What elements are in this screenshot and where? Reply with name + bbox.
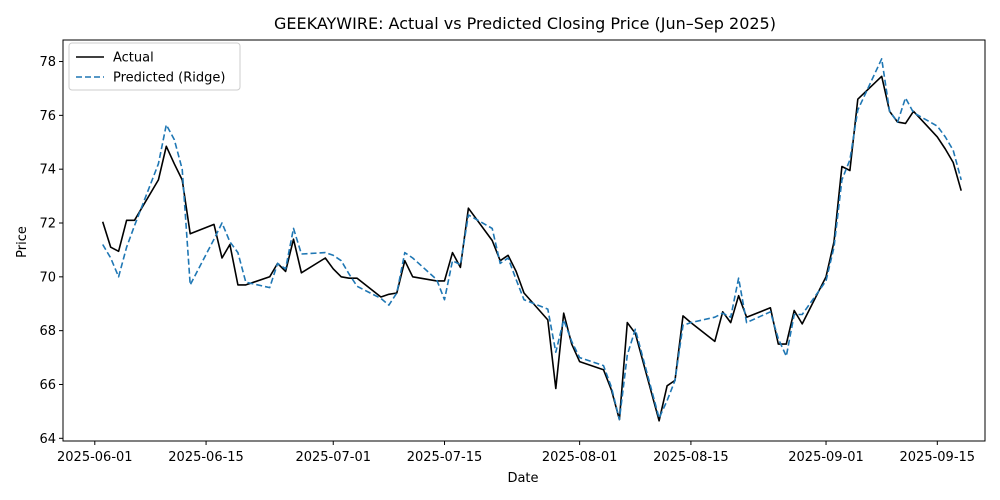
x-tick-label: 2025-08-01	[542, 450, 618, 465]
x-tick-label: 2025-08-15	[653, 450, 729, 465]
y-tick-label: 78	[39, 55, 56, 70]
y-axis-label: Price	[15, 226, 30, 258]
series-line-predicted	[102, 57, 962, 421]
y-tick-label: 70	[39, 270, 56, 285]
series-line-actual	[101, 75, 962, 422]
x-axis-label: Date	[507, 471, 538, 486]
x-tick-label: 2025-09-01	[788, 450, 864, 465]
chart-title: GEEKAYWIRE: Actual vs Predicted Closing …	[274, 14, 776, 33]
legend-label-actual: Actual	[113, 51, 154, 66]
legend-box	[68, 42, 241, 91]
y-tick-label: 64	[39, 432, 56, 447]
x-tick-label: 2025-06-15	[168, 450, 244, 465]
y-tick-label: 66	[39, 378, 56, 393]
plot-area: 2025-06-01 2025-06-15 2025-07-01 2025-07-15…	[39, 39, 986, 465]
x-tick-label: 2025-07-01	[295, 450, 371, 465]
x-tick-label: 2025-06-01	[57, 450, 133, 465]
y-tick-label: 72	[39, 217, 56, 232]
legend-label-predicted: Predicted (Ridge)	[113, 71, 225, 86]
axes-frame	[62, 39, 986, 442]
x-tick-label: 2025-07-15	[407, 450, 483, 465]
legend: Actual Predicted (Ridge)	[68, 42, 241, 91]
y-tick-label: 76	[39, 109, 56, 124]
y-tick-label: 68	[39, 324, 56, 339]
y-tick-label: 74	[39, 163, 56, 178]
x-tick-label: 2025-09-15	[900, 450, 976, 465]
